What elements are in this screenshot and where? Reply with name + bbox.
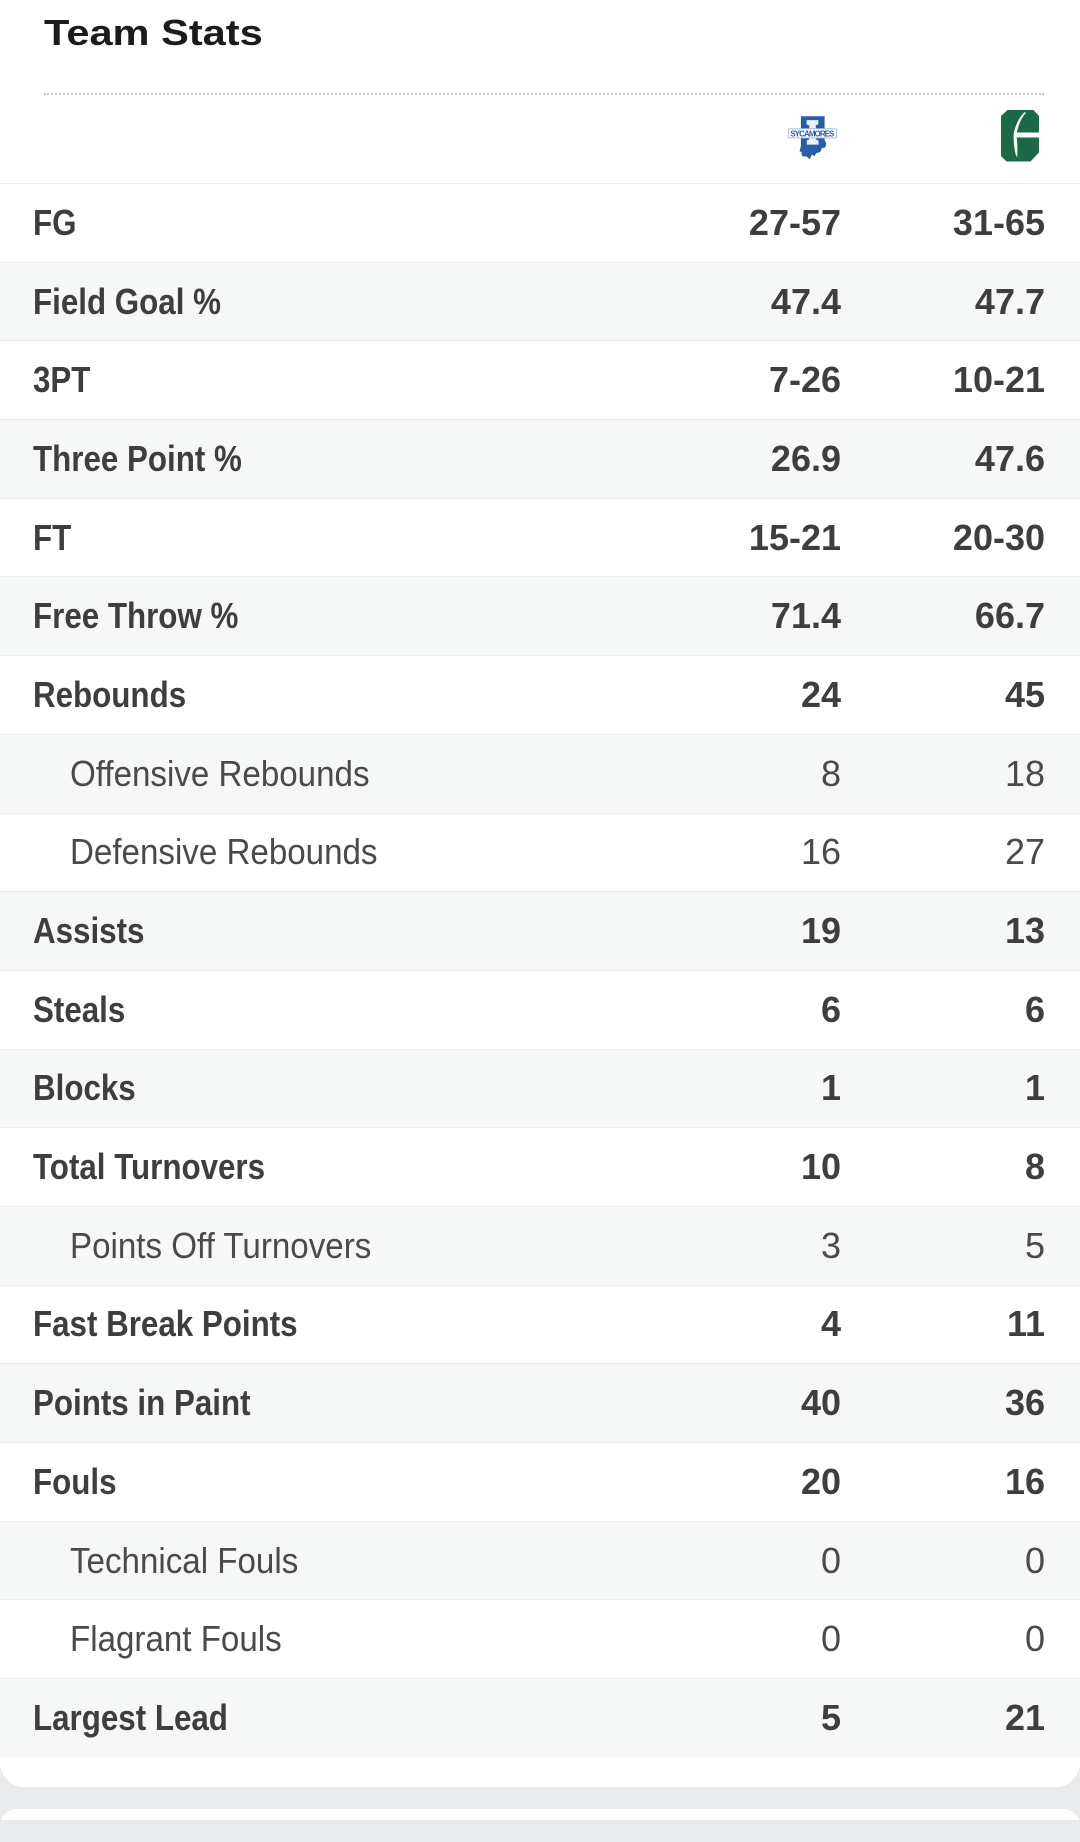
svg-text:SYCAMORES: SYCAMORES	[790, 130, 835, 139]
